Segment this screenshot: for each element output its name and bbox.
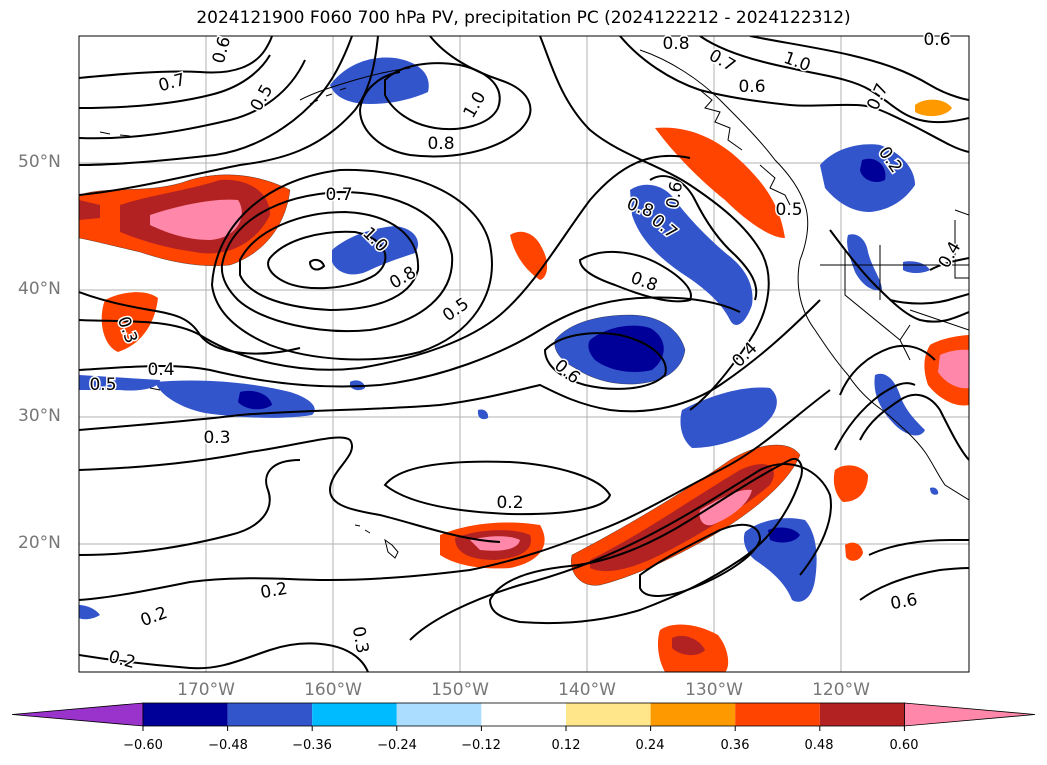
colorbar-frame [142,702,905,727]
contour-label: 1.0 [460,88,491,121]
precip-region-northpacific [332,226,419,275]
colorbar-tick: −0.48 [208,738,248,753]
coastlines [99,49,969,559]
precip-peak-west [150,199,242,240]
colorbar-segment [650,703,736,726]
colorbar-tick: 0.48 [804,738,834,753]
contour-label: 0.6 [209,34,235,65]
precip-core-central [588,325,664,372]
precip-region-eastpacific [630,184,753,325]
colorbar-tick: −0.60 [123,738,163,753]
pv-contour-02-ring [383,460,612,516]
contour-label: 0.6 [663,180,687,210]
colorbar-segment [312,703,397,726]
contour-label: 0.2 [106,647,137,673]
contour-label: 0.2 [496,493,523,513]
precip-region-baja [743,518,817,602]
contour-label: 0.2 [138,603,170,631]
colorbar-segment [227,703,313,726]
colorbar-segment [396,703,482,726]
precip-peak-subtropical [699,489,752,526]
colorbar-extend-low [11,702,144,727]
precip-region-gulf [655,127,785,238]
lon-label-130w: 130°W [685,680,743,700]
contour-label: 0.3 [348,625,372,655]
colorbar-tick: −0.12 [461,738,501,753]
colorbar-segment [566,703,651,726]
contour-label: 0.5 [247,81,278,114]
contour-labels: 0.7 0.50.61.00.80.71.00.80.50.40.30.50.30… [88,29,967,675]
contour-label: 0.6 [738,77,765,97]
contour-label: 0.5 [439,294,473,326]
colorbar-segment [735,703,820,726]
colorbar-tick: −0.36 [292,738,332,753]
colorbar-tick: 0.12 [551,738,581,753]
plot-frame [78,35,970,673]
colorbar-tick: 0.24 [635,738,665,753]
lon-label-170w: 170°W [177,680,235,700]
colorbar-segment [819,703,905,726]
colorbar-extend-high [904,702,1036,727]
contour-label: 0.5 [775,200,802,220]
contour-label: 0.8 [662,34,689,54]
colorbar-tick: −0.24 [377,738,417,753]
lon-label-150w: 150°W [431,680,489,700]
contour-label: 0.6 [889,590,919,614]
precip-negative-regions [79,57,939,620]
contour-label: 0.4 [147,360,174,380]
colorbar-tick: 0.60 [889,738,919,753]
lat-label-30n: 30°N [18,406,61,426]
lon-label-160w: 160°W [304,680,362,700]
colorbar-segment [143,703,228,726]
contour-label: 0.2 [259,579,289,603]
lat-label-40n: 40°N [18,279,61,299]
pv-contour-cutoff-inner [267,230,387,290]
map-title: 2024121900 F060 700 hPa PV, precipitatio… [196,8,851,28]
contour-label: 0.7 [863,81,893,114]
gridlines [79,36,969,672]
contour-label: 0.7 [156,70,187,96]
contour-label: 0.6 [923,30,950,50]
contour-label: 0.8 [427,134,454,154]
lat-label-20n: 20°N [18,533,61,553]
colorbar [11,702,1036,731]
precip-region-subtropical-ridge [155,380,315,418]
colorbar-tick: 0.36 [720,738,750,753]
contour-label: 0.5 [89,375,116,395]
lon-label-120w: 120°W [812,680,870,700]
contour-label: 0.3 [203,428,230,448]
lon-label-140w: 140°W [558,680,616,700]
contour-label: 0.7 [325,185,352,205]
contour-label: 0.7 [705,46,738,77]
pv-contours [79,36,969,672]
contour-label: 0.4 [728,338,761,371]
lat-label-50n: 50°N [18,152,61,172]
contour-label: 0.8 [386,263,419,294]
colorbar-segment [481,703,566,726]
